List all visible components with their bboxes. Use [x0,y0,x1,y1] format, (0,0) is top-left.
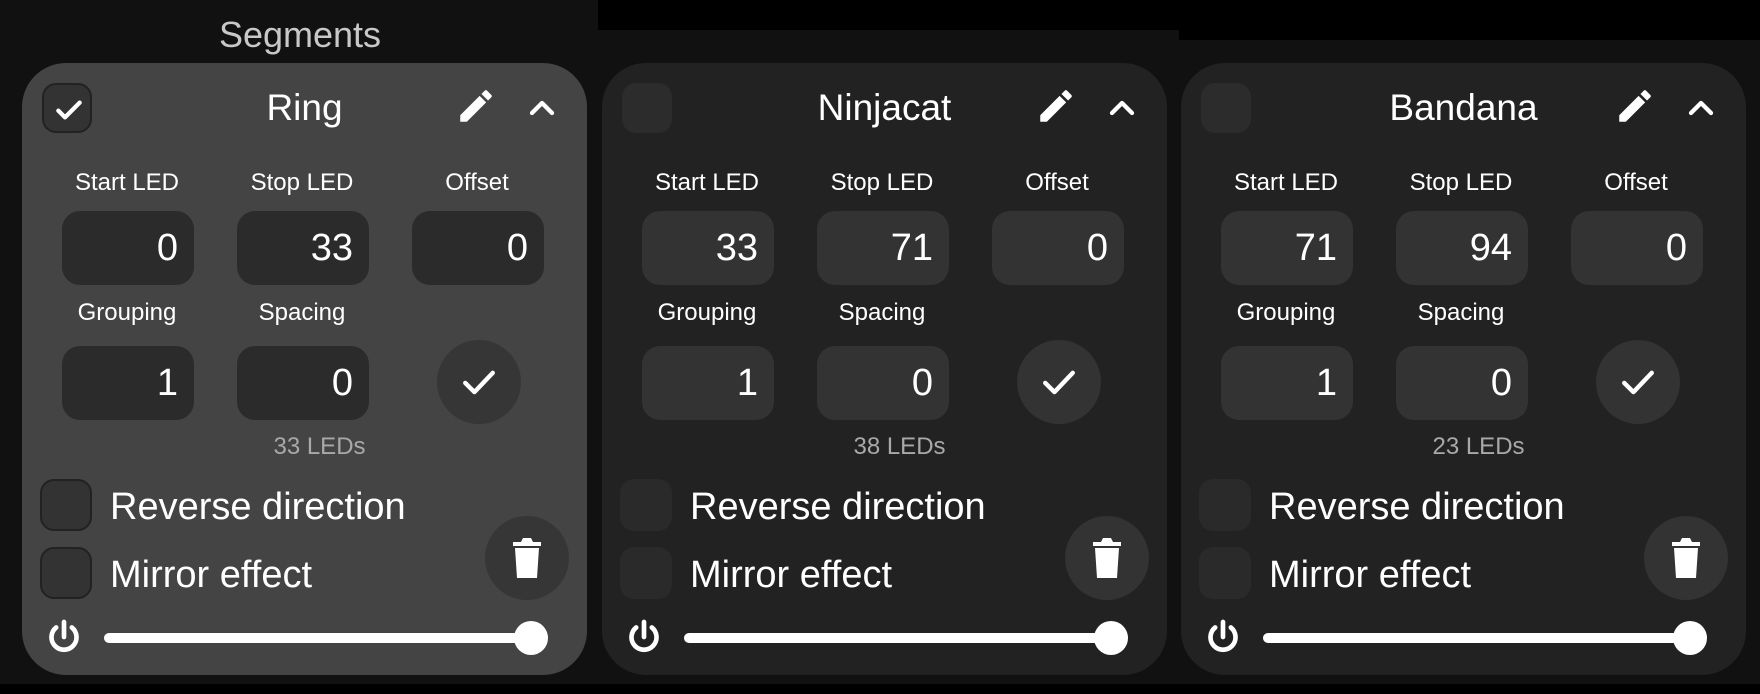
grouping-input[interactable]: 1 [62,346,194,420]
brightness-slider[interactable] [1263,621,1707,655]
mirror-effect-checkbox[interactable] [620,547,672,599]
start-led-input[interactable]: 71 [1221,211,1353,285]
power-toggle[interactable] [1203,617,1243,662]
mirror-effect-checkbox[interactable] [40,547,92,599]
offset-label: Offset [445,169,509,196]
start-led-label: Start LED [654,169,760,196]
led-count: 33 LEDs [273,433,366,460]
spacing-label: Spacing [1417,299,1505,326]
spacing-input[interactable]: 0 [237,346,369,420]
grouping-input[interactable]: 1 [642,346,774,420]
apply-button[interactable] [1017,340,1101,424]
start-led-input[interactable]: 0 [62,211,194,285]
checkmark-icon [1622,370,1654,395]
checkmark-icon [56,100,82,120]
start-led-label: Start LED [1233,169,1339,196]
chevron-up-icon [1688,100,1714,116]
section-title: Segments [218,14,382,55]
edit-name-button[interactable] [455,85,497,132]
slider-thumb[interactable] [1673,621,1707,655]
power-toggle[interactable] [44,617,84,662]
segment-header: Bandana [1181,63,1746,147]
segment-card: Ninjacat Start LED Stop LED Offset 33 71… [602,63,1167,675]
spacing-label: Spacing [838,299,926,326]
segment-name: Bandana [1389,87,1538,128]
led-count: 38 LEDs [853,433,946,460]
segment-select-checkbox[interactable] [42,83,92,133]
grouping-label: Grouping [77,299,177,326]
collapse-button[interactable] [1686,93,1716,128]
segment-header: Ring [22,63,587,147]
mirror-effect-label: Mirror effect [690,554,893,596]
pencil-icon [1040,90,1072,122]
slider-thumb[interactable] [514,621,548,655]
edit-name-button[interactable] [1035,85,1077,132]
edit-name-button[interactable] [1614,85,1656,132]
grouping-input[interactable]: 1 [1221,346,1353,420]
offset-input[interactable]: 0 [992,211,1124,285]
reverse-direction-label: Reverse direction [110,486,406,528]
power-icon [629,619,659,652]
chevron-up-icon [529,100,555,116]
power-toggle[interactable] [624,617,664,662]
stop-led-input[interactable]: 33 [237,211,369,285]
stop-led-label: Stop LED [1409,169,1513,196]
trash-icon [1672,538,1700,578]
collapse-button[interactable] [527,93,557,128]
slider-track [684,633,1111,643]
segment-name: Ring [266,87,343,128]
stop-led-input[interactable]: 94 [1396,211,1528,285]
stop-led-input[interactable]: 71 [817,211,949,285]
reverse-direction-checkbox[interactable] [40,479,92,531]
checkmark-icon [1043,370,1075,395]
offset-input[interactable]: 0 [1571,211,1703,285]
mirror-effect-checkbox[interactable] [1199,547,1251,599]
slider-track [1263,633,1690,643]
delete-segment-button[interactable] [1644,516,1728,600]
spacing-input[interactable]: 0 [817,346,949,420]
pencil-icon [1619,90,1651,122]
power-icon [1208,619,1238,652]
spacing-label: Spacing [258,299,346,326]
delete-segment-button[interactable] [1065,516,1149,600]
slider-thumb[interactable] [1094,621,1128,655]
delete-segment-button[interactable] [485,516,569,600]
brightness-slider[interactable] [684,621,1128,655]
slider-track [104,633,531,643]
trash-icon [513,538,541,578]
checkmark-icon [463,370,495,395]
stop-led-label: Stop LED [830,169,934,196]
reverse-direction-label: Reverse direction [1269,486,1565,528]
power-icon [49,619,79,652]
segment-card: Bandana Start LED Stop LED Offset 71 94 … [1181,63,1746,675]
start-led-input[interactable]: 33 [642,211,774,285]
reverse-direction-checkbox[interactable] [620,479,672,531]
offset-label: Offset [1025,169,1089,196]
brightness-slider[interactable] [104,621,548,655]
collapse-button[interactable] [1107,93,1137,128]
stop-led-label: Stop LED [250,169,354,196]
offset-label: Offset [1604,169,1668,196]
chevron-up-icon [1109,100,1135,116]
segment-select-checkbox[interactable] [1201,83,1251,133]
grouping-label: Grouping [657,299,757,326]
mirror-effect-label: Mirror effect [110,554,313,596]
pencil-icon [460,90,492,122]
apply-button[interactable] [437,340,521,424]
reverse-direction-checkbox[interactable] [1199,479,1251,531]
start-led-label: Start LED [74,169,180,196]
segment-name: Ninjacat [817,87,952,128]
apply-button[interactable] [1596,340,1680,424]
reverse-direction-label: Reverse direction [690,486,986,528]
mirror-effect-label: Mirror effect [1269,554,1472,596]
led-count: 23 LEDs [1432,433,1525,460]
segment-card: Ring Start LED Stop LED Offset 0 33 0 Gr… [22,63,587,675]
segment-header: Ninjacat [602,63,1167,147]
offset-input[interactable]: 0 [412,211,544,285]
grouping-label: Grouping [1236,299,1336,326]
spacing-input[interactable]: 0 [1396,346,1528,420]
segment-select-checkbox[interactable] [622,83,672,133]
trash-icon [1093,538,1121,578]
